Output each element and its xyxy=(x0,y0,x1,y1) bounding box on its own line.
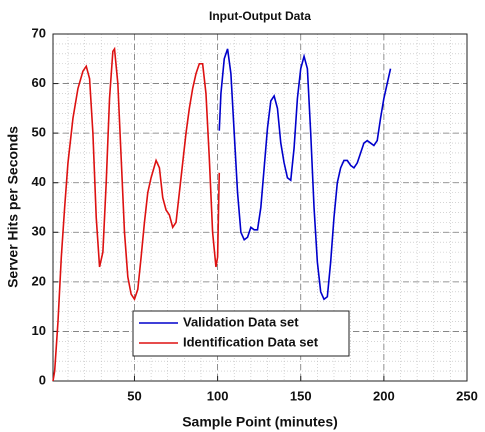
y-tick-label: 50 xyxy=(32,125,46,140)
x-tick-label: 150 xyxy=(290,388,312,403)
series-line xyxy=(218,48,392,301)
legend-box xyxy=(132,310,350,357)
y-tick-label: 60 xyxy=(32,75,46,90)
chart-title: Input-Output Data xyxy=(209,9,311,23)
y-tick-label: 10 xyxy=(32,323,46,338)
x-tick-label: 200 xyxy=(373,388,395,403)
y-tick-label: 40 xyxy=(32,174,46,189)
x-axis-label: Sample Point (minutes) xyxy=(182,414,338,430)
y-axis-label: Server Hits per Seconds xyxy=(5,126,21,288)
y-tick-label: 0 xyxy=(39,372,46,387)
x-tick-label: 50 xyxy=(127,388,141,403)
series-line xyxy=(52,46,221,382)
y-tick-label: 30 xyxy=(32,224,46,239)
x-tick-label: 100 xyxy=(207,388,229,403)
legend-label: Identification Data set xyxy=(183,334,319,349)
y-tick-label: 20 xyxy=(32,273,46,288)
legend-label: Validation Data set xyxy=(183,314,299,329)
y-tick-label: 70 xyxy=(32,25,46,40)
x-tick-label: 250 xyxy=(456,388,478,403)
plot-frame xyxy=(52,33,468,382)
